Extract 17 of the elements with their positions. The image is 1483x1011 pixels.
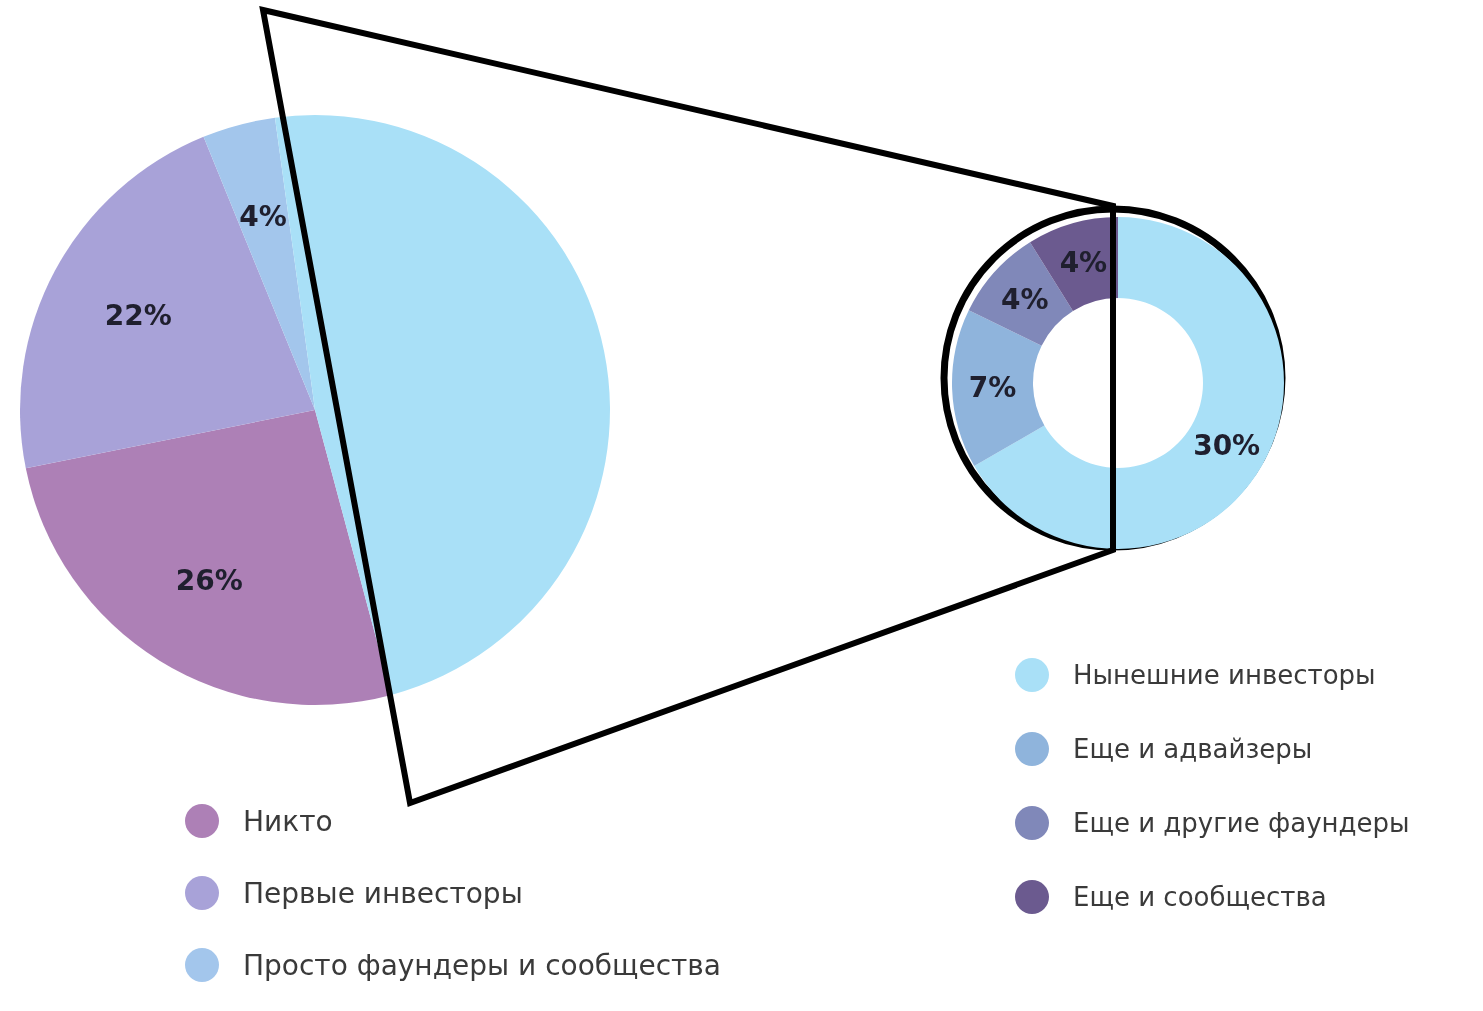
legend-label: Нынешние инвесторы — [1073, 660, 1376, 690]
donut-slice — [952, 310, 1045, 466]
pie-slice — [20, 136, 315, 469]
legend-label: Еще и сообщества — [1073, 882, 1327, 912]
data-label: 30% — [1193, 429, 1261, 463]
data-label: 7% — [968, 370, 1017, 404]
legend-label: Просто фаундеры и сообщества — [243, 948, 722, 982]
legend-label: Никто — [243, 804, 333, 838]
data-label: 4% — [1000, 282, 1049, 316]
legend-label: Еще и другие фаундеры — [1073, 808, 1410, 838]
data-label: 26% — [175, 563, 243, 597]
legend-label: Еще и адвайзеры — [1073, 734, 1313, 764]
legend-label: Первые инвесторы — [243, 876, 523, 910]
data-label: 22% — [104, 298, 172, 332]
data-label: 4% — [239, 199, 287, 233]
pie-slice — [203, 117, 315, 410]
data-label: 4% — [1059, 245, 1108, 279]
